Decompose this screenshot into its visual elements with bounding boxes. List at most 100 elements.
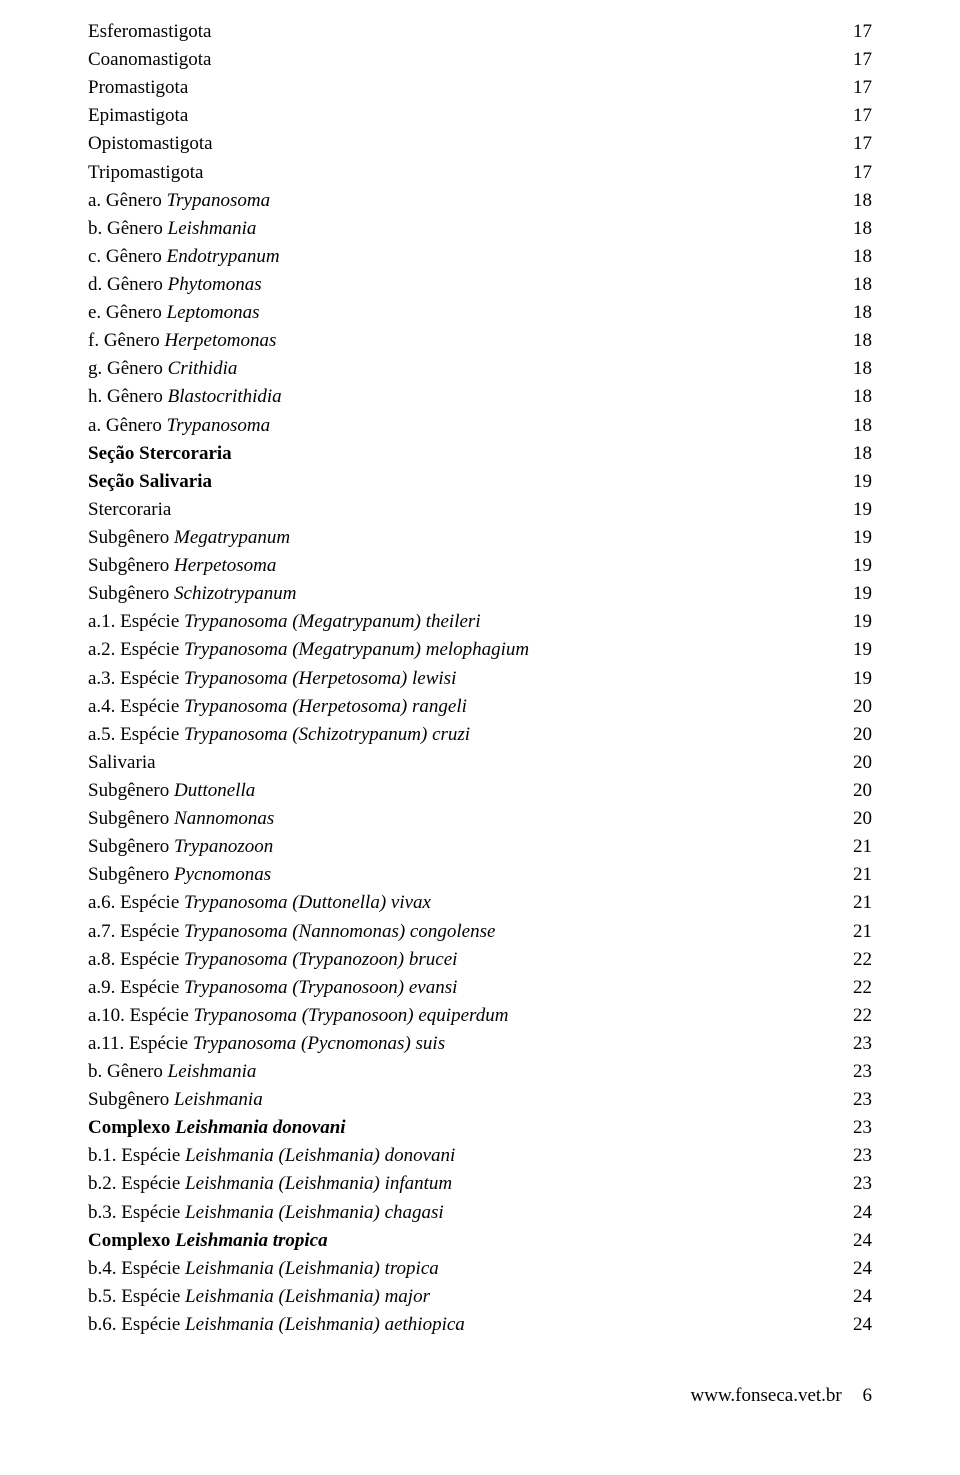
toc-row: Promastigota17 [88, 74, 872, 102]
toc-row: a.11. Espécie Trypanosoma (Pycnomonas) s… [88, 1030, 872, 1058]
toc-entry-label: b.3. Espécie Leishmania (Leishmania) cha… [88, 1199, 841, 1227]
toc-row: b.1. Espécie Leishmania (Leishmania) don… [88, 1142, 872, 1170]
toc-row: a. Gênero Trypanosoma18 [88, 187, 872, 215]
toc-entry-label: a.1. Espécie Trypanosoma (Megatrypanum) … [88, 608, 841, 636]
toc-entry-label: a.4. Espécie Trypanosoma (Herpetosoma) r… [88, 693, 841, 721]
toc-entry-label: a.10. Espécie Trypanosoma (Trypanosoon) … [88, 1002, 841, 1030]
toc-entry-label: a.2. Espécie Trypanosoma (Megatrypanum) … [88, 636, 841, 664]
toc-row: b.3. Espécie Leishmania (Leishmania) cha… [88, 1199, 872, 1227]
toc-entry-page: 19 [841, 524, 872, 552]
toc-entry-page: 19 [841, 580, 872, 608]
toc-entry-page: 20 [841, 721, 872, 749]
toc-row: a.4. Espécie Trypanosoma (Herpetosoma) r… [88, 693, 872, 721]
toc-entry-label: Subgênero Herpetosoma [88, 552, 841, 580]
toc-row: a.3. Espécie Trypanosoma (Herpetosoma) l… [88, 665, 872, 693]
toc-entry-label: Stercoraria [88, 496, 841, 524]
toc-entry-label: a.5. Espécie Trypanosoma (Schizotrypanum… [88, 721, 841, 749]
toc-row: a.5. Espécie Trypanosoma (Schizotrypanum… [88, 721, 872, 749]
toc-entry-page: 18 [841, 271, 872, 299]
toc-row: a.7. Espécie Trypanosoma (Nannomonas) co… [88, 918, 872, 946]
toc-row: Complexo Leishmania donovani23 [88, 1114, 872, 1142]
toc-entry-label: Subgênero Megatrypanum [88, 524, 841, 552]
toc-entry-label: Seção Stercoraria [88, 440, 841, 468]
toc-row: f. Gênero Herpetomonas18 [88, 327, 872, 355]
toc-row: Subgênero Megatrypanum19 [88, 524, 872, 552]
toc-entry-label: e. Gênero Leptomonas [88, 299, 841, 327]
toc-entry-page: 24 [841, 1199, 872, 1227]
toc-row: Opistomastigota17 [88, 130, 872, 158]
toc-entry-page: 19 [841, 636, 872, 664]
toc-entry-page: 19 [841, 496, 872, 524]
toc-entry-label: Coanomastigota [88, 46, 841, 74]
page-footer: www.fonseca.vet.br 6 [88, 1385, 872, 1407]
toc-entry-page: 18 [841, 215, 872, 243]
toc-entry-label: a.8. Espécie Trypanosoma (Trypanozoon) b… [88, 946, 841, 974]
toc-row: Subgênero Pycnomonas21 [88, 861, 872, 889]
toc-entry-label: a.9. Espécie Trypanosoma (Trypanosoon) e… [88, 974, 841, 1002]
toc-entry-label: Subgênero Pycnomonas [88, 861, 841, 889]
toc-entry-label: c. Gênero Endotrypanum [88, 243, 841, 271]
toc-row: Subgênero Herpetosoma19 [88, 552, 872, 580]
toc-entry-label: d. Gênero Phytomonas [88, 271, 841, 299]
toc-entry-label: b.4. Espécie Leishmania (Leishmania) tro… [88, 1255, 841, 1283]
toc-row: Subgênero Duttonella20 [88, 777, 872, 805]
toc-row: a.2. Espécie Trypanosoma (Megatrypanum) … [88, 636, 872, 664]
toc-row: Seção Stercoraria18 [88, 440, 872, 468]
toc-entry-page: 24 [841, 1227, 872, 1255]
toc-entry-page: 20 [841, 749, 872, 777]
toc-entry-page: 24 [841, 1311, 872, 1339]
toc-entry-label: b. Gênero Leishmania [88, 215, 841, 243]
toc-row: a. Gênero Trypanosoma18 [88, 412, 872, 440]
toc-entry-page: 18 [841, 243, 872, 271]
toc-row: b.6. Espécie Leishmania (Leishmania) aet… [88, 1311, 872, 1339]
toc-entry-page: 19 [841, 468, 872, 496]
toc-entry-label: a.7. Espécie Trypanosoma (Nannomonas) co… [88, 918, 841, 946]
toc-row: Coanomastigota17 [88, 46, 872, 74]
toc-entry-label: Opistomastigota [88, 130, 841, 158]
toc-entry-page: 18 [841, 355, 872, 383]
toc-entry-label: b.5. Espécie Leishmania (Leishmania) maj… [88, 1283, 841, 1311]
toc-entry-label: Esferomastigota [88, 18, 841, 46]
toc-row: Seção Salivaria19 [88, 468, 872, 496]
toc-row: Stercoraria19 [88, 496, 872, 524]
toc-row: Subgênero Leishmania23 [88, 1086, 872, 1114]
toc-row: a.6. Espécie Trypanosoma (Duttonella) vi… [88, 889, 872, 917]
toc-entry-page: 23 [841, 1058, 872, 1086]
toc-row: b. Gênero Leishmania23 [88, 1058, 872, 1086]
toc-entry-page: 18 [841, 412, 872, 440]
toc-entry-page: 24 [841, 1283, 872, 1311]
toc-row: h. Gênero Blastocrithidia18 [88, 383, 872, 411]
toc-entry-label: b.1. Espécie Leishmania (Leishmania) don… [88, 1142, 841, 1170]
toc-entry-label: b. Gênero Leishmania [88, 1058, 841, 1086]
toc-entry-label: Complexo Leishmania tropica [88, 1227, 841, 1255]
toc-entry-label: f. Gênero Herpetomonas [88, 327, 841, 355]
toc-entry-label: a.6. Espécie Trypanosoma (Duttonella) vi… [88, 889, 841, 917]
toc-entry-page: 18 [841, 440, 872, 468]
toc-entry-page: 23 [841, 1086, 872, 1114]
toc-entry-page: 20 [841, 777, 872, 805]
toc-entry-label: Promastigota [88, 74, 841, 102]
toc-entry-page: 19 [841, 608, 872, 636]
toc-entry-page: 19 [841, 665, 872, 693]
toc-entry-page: 17 [841, 46, 872, 74]
toc-entry-label: g. Gênero Crithidia [88, 355, 841, 383]
toc-entry-page: 21 [841, 833, 872, 861]
toc-row: Esferomastigota17 [88, 18, 872, 46]
toc-row: Salivaria20 [88, 749, 872, 777]
toc-row: Subgênero Schizotrypanum19 [88, 580, 872, 608]
toc-entry-page: 22 [841, 974, 872, 1002]
toc-row: a.8. Espécie Trypanosoma (Trypanozoon) b… [88, 946, 872, 974]
toc-row: b.5. Espécie Leishmania (Leishmania) maj… [88, 1283, 872, 1311]
toc-row: a.9. Espécie Trypanosoma (Trypanosoon) e… [88, 974, 872, 1002]
toc-row: Epimastigota17 [88, 102, 872, 130]
toc-row: b.2. Espécie Leishmania (Leishmania) inf… [88, 1170, 872, 1198]
toc-entry-page: 18 [841, 187, 872, 215]
toc-entry-page: 24 [841, 1255, 872, 1283]
toc-row: a.1. Espécie Trypanosoma (Megatrypanum) … [88, 608, 872, 636]
toc-row: d. Gênero Phytomonas18 [88, 271, 872, 299]
toc-entry-page: 19 [841, 552, 872, 580]
toc-entry-label: Subgênero Leishmania [88, 1086, 841, 1114]
toc-entry-label: a. Gênero Trypanosoma [88, 412, 841, 440]
toc-entry-page: 23 [841, 1142, 872, 1170]
toc-entry-page: 17 [841, 74, 872, 102]
